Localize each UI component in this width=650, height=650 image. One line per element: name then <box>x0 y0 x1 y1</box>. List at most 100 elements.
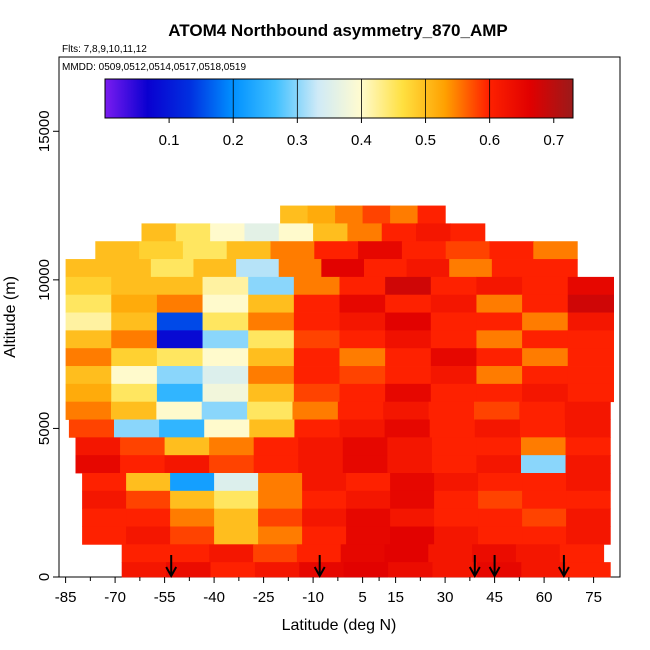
heatmap-cell <box>293 312 341 331</box>
heatmap-cell <box>258 508 303 527</box>
heatmap-cell <box>111 330 158 349</box>
heatmap-cell <box>248 330 295 349</box>
heatmap-cell <box>65 312 112 331</box>
heatmap-cell <box>383 401 430 420</box>
heatmap-cell <box>126 473 171 492</box>
heatmap-cell <box>278 223 314 242</box>
heatmap-cell <box>82 508 127 527</box>
heatmap-cell <box>521 455 567 474</box>
colorbar-tick-label: 0.4 <box>351 132 372 149</box>
heatmap-cell <box>278 259 322 278</box>
heatmap <box>65 205 614 578</box>
heatmap-cell <box>166 562 212 578</box>
heatmap-cell <box>522 294 569 313</box>
heatmap-cell <box>346 508 391 527</box>
heatmap-cell <box>567 348 614 367</box>
heatmap-cell <box>111 294 158 313</box>
heatmap-cell <box>478 508 523 527</box>
heatmap-cell <box>302 473 347 492</box>
heatmap-cell <box>121 562 167 578</box>
heatmap-cell <box>346 473 391 492</box>
heatmap-cell <box>476 455 522 474</box>
y-tick-label: 5000 <box>36 412 53 445</box>
heatmap-cell <box>430 383 478 403</box>
heatmap-cell <box>430 348 478 367</box>
heatmap-cell <box>204 419 250 438</box>
heatmap-cell <box>249 419 295 438</box>
heatmap-cell <box>156 312 204 331</box>
heatmap-cell <box>293 330 341 349</box>
heatmap-cell <box>515 544 561 563</box>
heatmap-cell <box>473 401 520 420</box>
heatmap-cell <box>390 490 435 510</box>
chart-subtitle-flights: Flts: 7,8,9,10,11,12 <box>62 44 147 55</box>
heatmap-cell <box>75 455 121 474</box>
heatmap-cell <box>340 544 386 563</box>
heatmap-cell <box>258 473 303 492</box>
heatmap-cell <box>120 455 166 474</box>
heatmap-cell <box>565 562 611 578</box>
heatmap-cell <box>476 383 523 403</box>
heatmap-cell <box>342 455 388 474</box>
heatmap-cell <box>565 419 611 438</box>
x-axis-label: Latitude (deg N) <box>282 617 397 634</box>
heatmap-cell <box>566 508 611 527</box>
heatmap-cell <box>385 383 432 403</box>
x-tick-label: 45 <box>486 589 503 606</box>
heatmap-cell <box>182 241 228 260</box>
heatmap-cell <box>476 437 522 456</box>
heatmap-cell <box>390 526 435 545</box>
heatmap-cell <box>214 508 259 527</box>
heatmap-cell <box>141 223 177 242</box>
heatmap-cell <box>522 526 567 545</box>
heatmap-cell <box>431 437 478 456</box>
heatmap-cell <box>476 294 523 313</box>
heatmap-cell <box>347 223 383 242</box>
heatmap-cell <box>522 383 569 403</box>
heatmap-cell <box>210 223 246 242</box>
heatmap-cell <box>298 437 344 456</box>
heatmap-cell <box>111 348 158 367</box>
heatmap-cell <box>202 348 249 367</box>
heatmap-cell <box>339 383 386 403</box>
heatmap-cell <box>390 508 435 527</box>
heatmap-cell <box>258 490 303 510</box>
heatmap-cell <box>387 437 433 456</box>
heatmap-cell <box>519 401 566 420</box>
heatmap-cell <box>68 419 115 438</box>
heatmap-cell <box>314 241 359 260</box>
heatmap-cell <box>248 366 295 385</box>
heatmap-cell <box>120 437 166 456</box>
colorbar-tick-label: 0.6 <box>479 132 500 149</box>
heatmap-cell <box>253 437 299 456</box>
heatmap-cell <box>65 330 112 349</box>
arrow-head <box>313 566 326 579</box>
heatmap-cell <box>65 366 112 385</box>
heatmap-cell <box>65 383 112 403</box>
heatmap-cell <box>253 544 298 563</box>
heatmap-cell <box>156 276 204 296</box>
heatmap-cell <box>565 437 611 456</box>
heatmap-cell <box>244 223 280 242</box>
heatmap-cell <box>248 276 295 296</box>
heatmap-cell <box>121 544 167 563</box>
colorbar-tick-label: 0.7 <box>543 132 564 149</box>
heatmap-cell <box>521 437 567 456</box>
heatmap-cell <box>114 419 160 438</box>
colorbar-tick-label: 0.2 <box>223 132 244 149</box>
x-tick-label: 60 <box>536 589 553 606</box>
heatmap-cell <box>478 490 523 510</box>
heatmap-cell <box>307 205 336 224</box>
heatmap-cell <box>302 526 347 545</box>
x-tick-label: -85 <box>55 589 77 606</box>
heatmap-cell <box>214 490 259 510</box>
heatmap-cell <box>339 366 386 385</box>
heatmap-cell <box>445 241 491 260</box>
y-tick-label: 15000 <box>36 110 53 152</box>
flight-arrows <box>165 555 570 579</box>
heatmap-cell <box>95 241 140 260</box>
heatmap-cell <box>339 330 386 349</box>
heatmap-cell <box>478 526 523 545</box>
heatmap-cell <box>248 383 295 403</box>
heatmap-cell <box>302 490 347 510</box>
